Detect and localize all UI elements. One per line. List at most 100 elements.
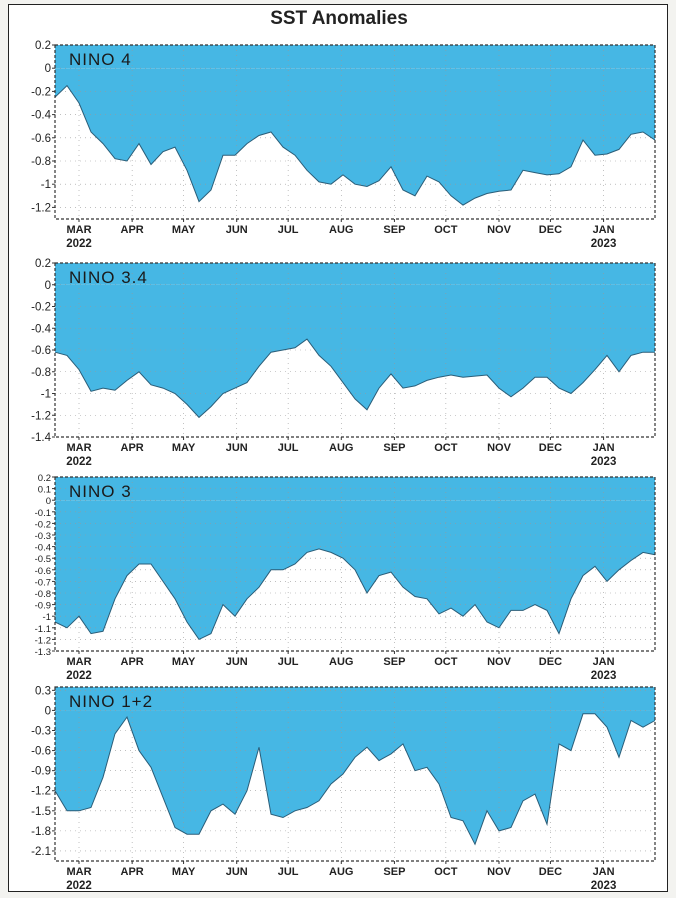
y-tick-label: -0.6 [31, 345, 51, 357]
y-tick-label: -0.1 [35, 508, 51, 519]
x-tick-label: MAR [66, 866, 91, 878]
y-tick-label: 0.3 [35, 685, 51, 697]
y-tick-label: 0 [45, 280, 51, 292]
y-tick-label: -0.6 [31, 133, 51, 145]
figure-frame: SST Anomalies 0.2 0 -0.2 -0.4 -0.6 -0.8 -1 -1.2… [8, 4, 668, 892]
y-tick-label: -0.3 [31, 726, 51, 738]
y-tick-label: -1.2 [31, 410, 51, 422]
y-tick-label: 0 [45, 63, 51, 75]
x-tick-label: JUN [226, 656, 248, 668]
y-tick-label: -0.5 [35, 554, 51, 565]
x-tick-label: AUG [329, 866, 353, 878]
y-tick-label: 0.1 [38, 485, 51, 496]
x-tick-label: JAN [593, 866, 615, 878]
panel-label: NINO 4 [69, 50, 132, 69]
x-tick-label: NOV [487, 224, 512, 236]
x-tick-label: AUG [329, 656, 353, 668]
x-tick-label: JUN [226, 866, 248, 878]
plot-border [54, 686, 656, 862]
x-tick-label: JAN [593, 656, 615, 668]
series-line [54, 713, 656, 846]
x-tick-label: NOV [487, 866, 512, 878]
y-tick-label: -1 [41, 179, 51, 191]
y-tick-label: -0.9 [35, 601, 51, 612]
y-tick-label: -0.8 [35, 589, 51, 600]
x-tick-label: SEP [383, 224, 405, 236]
x-tick-label: MAR [66, 656, 91, 668]
x-tick-label: JUL [278, 656, 299, 668]
year-label: 2022 [66, 456, 92, 468]
x-tick-label: AUG [329, 224, 353, 236]
x-tick-label: APR [121, 656, 144, 668]
y-tick-label: -1.2 [35, 635, 51, 646]
y-tick-label: -1.8 [31, 826, 51, 838]
y-tick-label: 0 [45, 705, 51, 717]
year-label: 2022 [66, 880, 92, 892]
y-tick-label: -0.6 [35, 566, 51, 577]
year-label: 2023 [591, 880, 617, 892]
x-tick-label: APR [121, 224, 144, 236]
x-tick-label: JAN [593, 442, 615, 454]
figure-title: SST Anomalies [270, 8, 408, 29]
above-zero-band [55, 263, 655, 285]
x-tick-label: MAY [172, 656, 196, 668]
y-tick-label: -0.7 [35, 577, 51, 588]
x-tick-label: APR [121, 442, 144, 454]
x-tick-label: OCT [434, 656, 458, 668]
x-tick-label: JAN [593, 224, 615, 236]
year-label: 2023 [591, 456, 617, 468]
x-tick-label: OCT [434, 224, 458, 236]
x-tick-label: SEP [383, 442, 405, 454]
plot-border [54, 476, 656, 652]
y-tick-label: -1.1 [35, 624, 51, 635]
year-label: 2023 [591, 670, 617, 682]
y-tick-label: -0.6 [31, 746, 51, 758]
y-tick-label: -1.5 [31, 806, 51, 818]
x-tick-label: MAY [172, 442, 196, 454]
y-tick-label: -0.2 [31, 86, 51, 98]
y-tick-label: 0.2 [38, 473, 51, 484]
y-tick-label: -0.9 [31, 766, 51, 778]
y-tick-label: -0.2 [35, 519, 51, 530]
x-tick-label: OCT [434, 866, 458, 878]
year-label: 2023 [591, 238, 617, 250]
y-tick-label: -0.4 [31, 110, 51, 122]
y-tick-label: -1 [43, 612, 51, 623]
y-tick-label: -0.4 [31, 323, 51, 335]
x-tick-label: DEC [539, 656, 562, 668]
y-tick-label: -1.3 [35, 647, 51, 658]
series-line [54, 338, 655, 419]
panel-label: NINO 3 [69, 482, 132, 501]
x-tick-label: JUN [226, 224, 248, 236]
x-tick-label: APR [121, 866, 144, 878]
above-zero-band [55, 45, 655, 69]
x-tick-label: MAY [172, 224, 196, 236]
y-tick-label: 0 [46, 496, 51, 507]
x-tick-label: DEC [539, 442, 562, 454]
y-tick-label: -1.2 [31, 202, 51, 214]
y-tick-label: -0.8 [31, 367, 51, 379]
x-tick-label: SEP [383, 866, 405, 878]
panel-label: NINO 3.4 [69, 268, 148, 287]
y-tick-label: 0.2 [35, 40, 51, 52]
series-line [54, 548, 656, 641]
x-tick-label: MAR [66, 442, 91, 454]
series-line [54, 84, 656, 206]
y-tick-label: -0.2 [31, 302, 51, 314]
anomaly-area [55, 68, 655, 206]
panel-label: NINO 1+2 [69, 692, 153, 711]
above-zero-band [55, 687, 655, 711]
y-tick-label: -1.2 [31, 786, 51, 798]
x-tick-label: MAR [66, 224, 91, 236]
y-tick-label: -1 [41, 389, 51, 401]
x-tick-label: NOV [487, 442, 512, 454]
x-tick-label: NOV [487, 656, 512, 668]
x-tick-label: JUL [278, 442, 299, 454]
anomaly-area [55, 284, 655, 418]
y-tick-label: -1.4 [31, 432, 51, 444]
x-tick-label: JUL [278, 224, 299, 236]
x-tick-label: JUL [278, 866, 299, 878]
y-tick-label: 0.2 [35, 258, 51, 270]
x-tick-label: JUN [226, 442, 248, 454]
x-tick-label: DEC [539, 224, 562, 236]
